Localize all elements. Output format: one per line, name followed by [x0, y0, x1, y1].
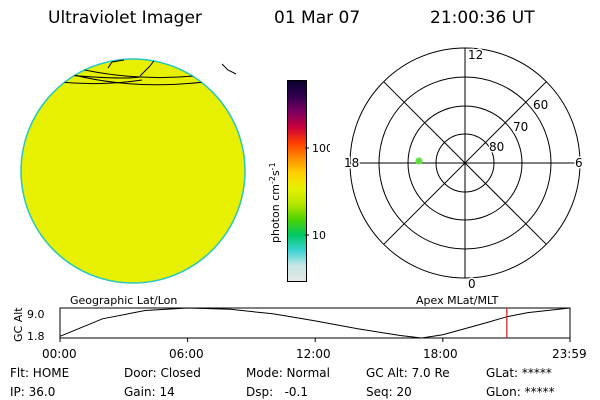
mlt-label-0: 0: [468, 277, 476, 291]
time-label: 21:00:36 UT: [430, 8, 535, 28]
glon-status: GLon: *****: [486, 385, 555, 399]
mlt-label-12: 12: [468, 48, 483, 62]
instrument-title: Ultraviolet Imager: [48, 8, 202, 28]
altitude-chart: GC Alt 9.0 1.8: [12, 307, 571, 343]
flight-status: Flt: HOME: [10, 366, 70, 380]
mlt-label-6: 6: [575, 156, 583, 170]
gc-alt-status: GC Alt: 7.0 Re: [366, 366, 450, 380]
xtick-06: 06:00: [169, 347, 204, 361]
apex-label: Apex MLat/MLT: [416, 294, 499, 307]
colorbar-axis: 100 10 photon cm-2s-1: [268, 142, 330, 243]
xtick-18: 18:00: [423, 347, 458, 361]
mlt-diagonal-2: [383, 81, 547, 245]
mlt-label-18: 18: [344, 156, 359, 170]
xtick-12: 12:00: [296, 347, 331, 361]
altitude-axis-label: GC Alt: [12, 307, 25, 342]
colorbar-tick-10: 10: [312, 229, 326, 242]
xtick-00: 00:00: [42, 347, 77, 361]
date-label: 01 Mar 07: [274, 8, 361, 28]
seq-status: Seq: 20: [366, 385, 412, 399]
earth-disk: [20, 58, 246, 284]
mlat-label-70: 70: [513, 120, 528, 134]
mlat-label-80: 80: [489, 140, 504, 154]
emission-spot: [415, 157, 423, 165]
ip-status: IP: 36.0: [10, 385, 56, 399]
altitude-ytick-9: 9.0: [27, 308, 45, 321]
coastline-segment: [221, 63, 237, 75]
door-status: Door: Closed: [124, 366, 201, 380]
glat-status: GLat: *****: [486, 366, 552, 380]
gain-status: Gain: 14: [124, 385, 175, 399]
colorbar: [287, 80, 307, 282]
mode-status: Mode: Normal: [246, 366, 330, 380]
xtick-2359: 23:59: [552, 347, 587, 361]
altitude-ytick-1.8: 1.8: [27, 330, 45, 343]
earth-image-panel: [20, 58, 246, 284]
mlat-label-60: 60: [533, 98, 548, 112]
altitude-series-line: [59, 307, 571, 339]
dsp-status: Dsp: -0.1: [246, 385, 309, 399]
geographic-label: Geographic Lat/Lon: [70, 294, 178, 307]
polar-plot: 12 18 6 0 60 70 80: [343, 47, 585, 293]
colorbar-label: photon cm-2s-1: [268, 162, 282, 243]
colorbar-tick-100: 100: [312, 142, 330, 155]
